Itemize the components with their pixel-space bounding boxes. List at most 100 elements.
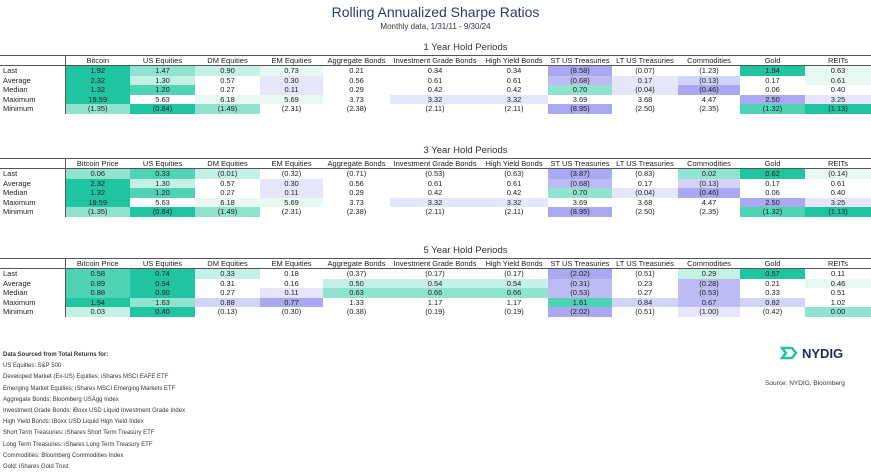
table-row: Last 0.06 0.33 (0.01) (0.32) (0.71) (0.53) (0.6…: [0, 168, 871, 179]
table-cell: (0.53): [678, 288, 740, 298]
note-item: Commodities: Bloomberg Commodities Index: [3, 452, 124, 459]
row-label: Average: [0, 178, 66, 189]
table-cell: 0.61: [427, 178, 443, 188]
table-cell: 0.27: [220, 188, 235, 198]
table-cell: 0.29: [349, 188, 364, 198]
table-cell: 1.63: [130, 297, 195, 308]
row-label: Average: [0, 75, 66, 86]
table-cell: 0.11: [260, 85, 323, 95]
nydig-logo: NYDIG: [780, 345, 843, 361]
column-header: Gold: [740, 158, 805, 169]
table-cell: (0.13): [678, 75, 740, 86]
table-row: Maximum 19.59 5.63 6.18 5.69 3.73 3.32 3.32 3.69…: [0, 197, 871, 208]
table-cell: (0.19): [504, 307, 524, 317]
table-cell: 0.29: [349, 85, 364, 95]
table-cell: (0.28): [678, 278, 740, 289]
column-header: EM Equities: [260, 258, 323, 269]
table-cell: (2.35): [699, 104, 719, 114]
table-cell: (0.51): [635, 269, 655, 278]
table-cell: 0.06: [765, 188, 780, 198]
table-cell: 0.94: [130, 278, 195, 289]
row-label: Average: [0, 278, 66, 289]
row-label: Last: [0, 268, 66, 279]
header-blank: [0, 258, 66, 269]
table-cell: (1.23): [699, 66, 719, 75]
table-cell: (0.68): [548, 178, 612, 189]
column-header: REITs: [805, 158, 871, 169]
table-cell: 1.20: [130, 85, 195, 95]
table-cell: 0.06: [65, 168, 130, 179]
column-header: Investment Grade Bonds: [390, 55, 480, 66]
table-row: Median 1.32 1.20 0.27 0.11 0.29 0.42 0.42 0.70 (0…: [0, 188, 871, 198]
table-cell: 1.20: [130, 188, 195, 198]
column-header: Aggregate Bonds: [323, 55, 390, 66]
column-header: Gold: [740, 55, 805, 66]
table-title: 5 Year Hold Periods: [423, 245, 508, 256]
table-cell: (0.17): [425, 269, 445, 278]
table-cell: 0.33: [195, 268, 260, 279]
table-cell: (2.11): [425, 207, 445, 217]
column-header: EM Equities: [260, 158, 323, 169]
table-cell: 0.30: [260, 178, 323, 189]
hold-period-table-2: 3 Year Hold Periods Bitcoin Price US Equit…: [0, 145, 871, 217]
table-cell: 3.32: [390, 94, 480, 105]
table-cell: 19.59: [65, 94, 130, 105]
table-cell: 1.61: [548, 297, 612, 308]
table-cell: 0.57: [740, 268, 805, 279]
column-header: High Yield Bonds: [480, 258, 548, 269]
table-cell: 0.62: [740, 168, 805, 179]
column-header: DM Equities: [195, 55, 260, 66]
column-header: REITs: [805, 258, 871, 269]
table-cell: 0.61: [506, 178, 522, 188]
table-cell: 0.42: [506, 188, 522, 198]
table-cell: 0.58: [65, 268, 130, 279]
table-cell: (1.32): [740, 104, 805, 114]
nydig-logo-icon: [780, 346, 798, 360]
row-label: Maximum: [0, 197, 66, 208]
table-cell: (0.51): [635, 307, 655, 317]
table-cell: 0.27: [220, 85, 235, 95]
row-label: Minimum: [0, 104, 66, 114]
table-cell: (0.84): [130, 207, 195, 217]
page-title: Rolling Annualized Sharpe Ratios: [331, 4, 540, 20]
table-cell: 0.33: [130, 168, 195, 179]
table-cell: (0.13): [678, 178, 740, 189]
table-cell: 1.17: [427, 297, 443, 307]
table-cell: 1.32: [65, 188, 130, 198]
table-cell: 0.56: [349, 75, 364, 85]
table-cell: (0.46): [678, 85, 740, 95]
table-cell: 0.31: [220, 278, 235, 288]
column-header: REITs: [805, 55, 871, 66]
table-cell: (0.63): [504, 169, 524, 178]
table-cell: 4.47: [701, 197, 717, 207]
table-cell: 0.82: [740, 297, 805, 308]
table-cell: 1.92: [65, 65, 130, 76]
note-item: Gold: iShares Gold Trust: [3, 464, 69, 471]
table-cell: 0.42: [427, 188, 443, 198]
table-cell: 0.42: [506, 85, 522, 95]
column-header: Bitcoin Price: [65, 258, 130, 269]
table-cell: 3.25: [805, 197, 871, 208]
table-cell: (0.38): [346, 307, 367, 317]
table-cell: (0.14): [805, 168, 871, 179]
row-label: Median: [0, 288, 66, 298]
table-cell: 0.50: [323, 278, 390, 289]
table-cell: 3.69: [572, 197, 588, 207]
row-label: Maximum: [0, 94, 66, 105]
table-cell: 19.59: [65, 197, 130, 208]
note-item: Long Term Treasuries: iShares Long Term …: [3, 441, 153, 448]
table-cell: 0.89: [65, 278, 130, 289]
table-cell: 1.47: [130, 65, 195, 76]
table-row: Minimum 0.03 0.40 (0.13) (0.30) (0.38) (0.19) (…: [0, 307, 871, 317]
table-cell: 0.33: [765, 288, 780, 298]
table-cell: 2.32: [65, 178, 130, 189]
table-cell: 0.46: [805, 278, 871, 289]
row-label: Last: [0, 168, 66, 179]
table-cell: 0.61: [427, 75, 443, 85]
table-cell: 0.40: [830, 85, 846, 95]
hold-period-table-1: 1 Year Hold Periods Bitcoin US Equities DM …: [0, 42, 871, 114]
table-row: Minimum (1.35) (0.84) (1.49) (2.31) (2.38) (2.…: [0, 104, 871, 114]
table-cell: 0.16: [284, 278, 299, 288]
table-title: 1 Year Hold Periods: [423, 42, 508, 53]
table-cell: 6.18: [195, 197, 260, 208]
